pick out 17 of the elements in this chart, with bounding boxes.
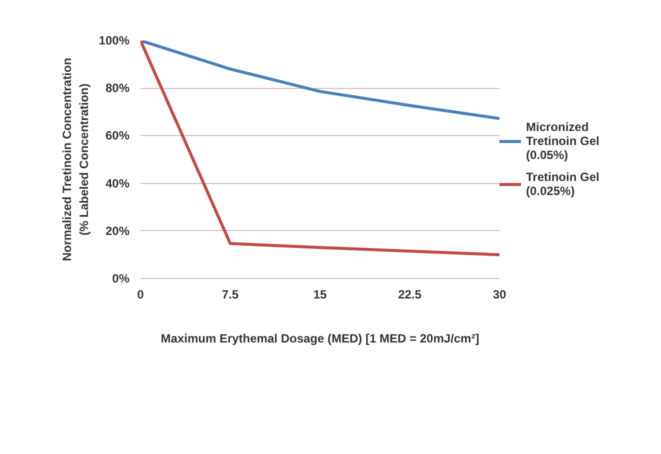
x-tick-label: 22.5 [398,288,422,302]
y-tick-label: 100% [98,34,130,48]
x-tick-label: 7.5 [222,288,239,302]
y-tick-label: 20% [105,224,130,238]
legend-label: Micronized Tretinoin Gel (0.05%) [526,120,600,162]
line-series [140,40,500,256]
x-tick-label: 15 [313,288,327,302]
y-axis-title: Normalized Tretinoin Concentration (% Labeled Concentration) [60,58,91,262]
y-tick-label: 60% [105,128,130,143]
x-tick-label: 0 [137,288,144,302]
x-axis-title: Maximum Erythemal Dosage (MED) [1 MED = 20mJ/cm²] [160,332,480,346]
line-series [140,40,500,120]
y-tick-label: 0% [112,272,130,286]
x-tick-label: 30 [492,288,506,302]
y-tick-label: 80% [105,81,130,96]
legend-label: Tretinoin Gel (0.025%) [526,170,600,198]
y-tick-label: 40% [105,176,130,190]
